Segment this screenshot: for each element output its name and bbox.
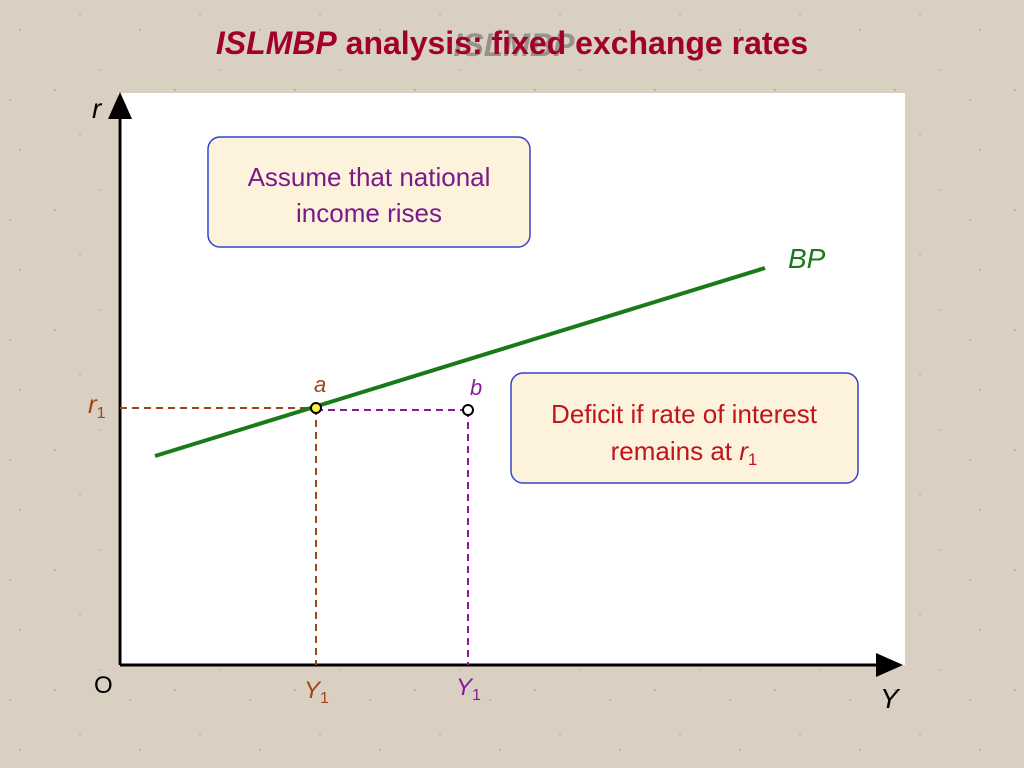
y1b-main: Y: [456, 674, 474, 701]
x-axis-label: Y: [880, 683, 901, 714]
title-rest: analysis: fixed exchange rates: [346, 25, 808, 61]
r1-sub: 1: [97, 405, 106, 422]
bp-curve: [154, 266, 766, 458]
note-2-text: remains at: [611, 436, 740, 466]
note-1-line-1: Assume that national: [248, 162, 491, 192]
title: ISLMBP analysis: fixed exchange rates: [216, 25, 808, 61]
y-axis-label: r: [92, 93, 103, 124]
point-b: [462, 404, 474, 416]
note-2-var: r: [739, 436, 749, 466]
title-shadow: ISLMBP: [454, 27, 576, 63]
y1a-main: Y: [304, 677, 322, 704]
y1a-label: Y1: [304, 677, 329, 707]
title-italic: ISLMBP: [216, 25, 338, 61]
r1-main: r: [88, 389, 98, 419]
point-a-label: a: [314, 372, 326, 397]
note-box-2: [510, 372, 859, 484]
note-2-line-2: remains at r1: [611, 436, 758, 469]
note-box-1: [207, 136, 531, 248]
y1b-sub: 1: [472, 687, 481, 704]
point-a: [310, 402, 322, 414]
point-b-label: b: [470, 375, 482, 400]
note-2-line-1: Deficit if rate of interest: [551, 399, 818, 429]
note-1-line-2: income rises: [296, 198, 442, 228]
origin-label: O: [94, 672, 113, 699]
y1b-label: Y1: [456, 674, 481, 704]
note-2-sub: 1: [748, 450, 757, 469]
r1-label: r1: [88, 389, 106, 422]
bp-label: BP: [788, 243, 826, 274]
y1a-sub: 1: [320, 690, 329, 707]
